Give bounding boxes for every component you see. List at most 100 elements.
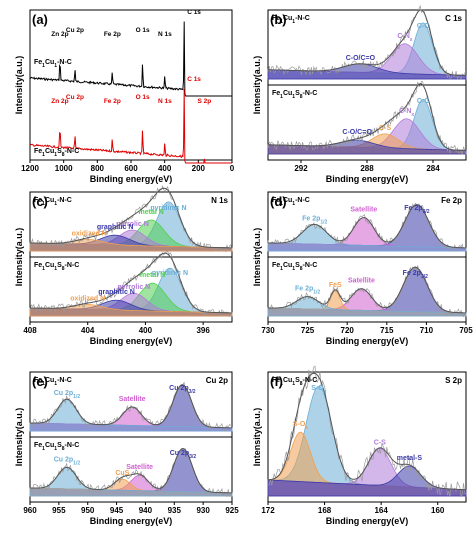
component-label-c: graphitic N <box>98 289 135 296</box>
x-axis-label-f: Binding energy(eV) <box>326 516 409 526</box>
survey-spectrum-1 <box>29 89 232 164</box>
survey-peak-label: O 1s <box>136 94 150 101</box>
x-tick-label-e: 960 <box>23 506 37 515</box>
x-tick-label-f: 168 <box>318 506 332 515</box>
component-label-b: C-Nx <box>399 108 414 118</box>
sample-label-d-0: Fe1Cu1-N-C <box>272 197 310 207</box>
x-tick-label-e: 935 <box>168 506 182 515</box>
sample-label-b-0: Fe1Cu1-N-C <box>272 15 310 25</box>
component-label-f: S-Ox <box>311 385 326 395</box>
component-label-c: metal N <box>139 209 164 216</box>
component-label-d: FeS <box>329 282 342 289</box>
component-label-c: pyrrolic N <box>116 221 149 228</box>
fit-envelope-e <box>29 384 233 429</box>
component-label-d: Fe 2p3/2 <box>404 205 429 215</box>
x-tick-label-e: 950 <box>81 506 95 515</box>
survey-peak-label: Fe 2p <box>104 98 121 105</box>
sample-label-b-1: Fe1Cu1S8-N-C <box>272 90 317 100</box>
x-axis-label-b: Binding energy(eV) <box>326 174 409 184</box>
component-label-b: C-C <box>417 23 429 30</box>
x-tick-label-a: 1200 <box>21 164 39 173</box>
fit-envelope-c <box>29 187 233 249</box>
x-tick-label-b: 284 <box>426 164 440 173</box>
x-tick-label-d: 710 <box>420 326 434 335</box>
x-tick-label-a: 0 <box>230 164 235 173</box>
component-label-c: pyridinic N <box>152 270 188 277</box>
panel-label-d: (d) <box>270 194 287 209</box>
component-label-d: Satellite <box>348 278 375 285</box>
component-label-e: Satellite <box>119 396 146 403</box>
x-tick-label-f: 164 <box>374 506 388 515</box>
component-label-d: Fe 2p1/2 <box>302 215 327 225</box>
component-label-c: pyridinic N <box>150 205 186 212</box>
component-label-e: CuS <box>115 470 129 477</box>
survey-spectrum-0 <box>29 21 232 97</box>
panel-a: (a) 1200 1000 800 600 400 200 0 Binding energy(e… <box>14 9 235 184</box>
core-level-label-e: Cu 2p <box>206 376 228 385</box>
x-tick-label-e: 925 <box>225 506 239 515</box>
component-label-b: C-Nx <box>397 33 412 43</box>
y-axis-label-c: Intensity(a.u.) <box>14 228 24 287</box>
x-tick-label-e: 930 <box>196 506 210 515</box>
x-tick-label-c: 396 <box>196 326 210 335</box>
x-tick-label-a: 600 <box>124 164 138 173</box>
component-label-d: Satellite <box>350 207 377 214</box>
component-label-b: C-O/C=O <box>342 129 372 136</box>
component-label-e: Satellite <box>126 464 153 471</box>
component-label-c: pyrrolic N <box>118 284 151 291</box>
survey-peak-label: S 2p <box>198 98 212 105</box>
component-label-e: Cu 2p3/2 <box>169 385 196 395</box>
component-label-e: Cu 2p3/2 <box>170 450 197 460</box>
panel-c: (c) 408 404 400 396 Binding energy(eV) Intensi… <box>14 185 233 346</box>
x-axis-label-c: Binding energy(eV) <box>90 336 173 346</box>
y-axis-label-f: Intensity(a.u.) <box>252 408 262 467</box>
panel-label-f: (f) <box>270 374 283 389</box>
y-axis-label-a: Intensity(a.u.) <box>14 56 24 115</box>
fit-envelope-f <box>267 372 467 491</box>
sample-label-d-1: Fe1Cu1S8-N-C <box>272 262 317 272</box>
y-axis-label-b: Intensity(a.u.) <box>252 56 262 115</box>
panel-label-e: (e) <box>32 374 48 389</box>
component-label-c: oxidized N <box>72 230 107 237</box>
x-tick-label-a: 200 <box>192 164 206 173</box>
sample-label-a-0: Fe1Cu1-N-C <box>34 59 72 69</box>
x-tick-label-f: 172 <box>261 506 275 515</box>
core-level-label-f: S 2p <box>445 376 462 385</box>
panel-f: (f) 172 168 164 160 Binding energy(eV) Intensi… <box>252 365 467 526</box>
x-tick-label-e: 955 <box>52 506 66 515</box>
survey-peak-label: Cu 2p <box>66 27 84 34</box>
sample-label-c-1: Fe1Cu1S8-N-C <box>34 262 79 272</box>
x-tick-label-a: 800 <box>91 164 105 173</box>
component-label-d: Fe 2p3/2 <box>403 270 428 280</box>
component-label-b: C-S <box>379 125 391 132</box>
survey-peak-label: C 1s <box>187 9 201 16</box>
survey-peak-label: Cu 2p <box>66 94 84 101</box>
core-level-label-b: C 1s <box>445 14 462 23</box>
x-axis-label-a: Binding energy(eV) <box>90 174 173 184</box>
x-tick-label-a: 1000 <box>55 164 73 173</box>
survey-peak-label: Zn 2p <box>51 98 68 105</box>
raw-spectrum-f <box>267 365 467 498</box>
survey-peak-label: Fe 2p <box>104 31 121 38</box>
core-level-label-d: Fe 2p <box>441 196 462 205</box>
fit-envelope-d <box>267 204 467 249</box>
x-tick-label-c: 404 <box>81 326 95 335</box>
x-tick-label-e: 940 <box>139 506 153 515</box>
x-tick-label-e: 945 <box>110 506 124 515</box>
survey-peak-label: O 1s <box>136 27 150 34</box>
survey-peak-label: N 1s <box>158 98 172 105</box>
sample-label-e-0: Fe1Cu1-N-C <box>34 377 72 387</box>
x-tick-label-d: 725 <box>301 326 315 335</box>
fit-envelope-b <box>267 83 467 151</box>
survey-peak-label: N 1s <box>158 31 172 38</box>
x-tick-label-c: 408 <box>23 326 37 335</box>
survey-peak-label: Zn 2p <box>51 31 68 38</box>
component-label-b: C-C <box>417 98 429 105</box>
core-level-label-c: N 1s <box>211 196 228 205</box>
panel-label-b: (b) <box>270 12 287 27</box>
x-tick-label-d: 705 <box>459 326 473 335</box>
sample-label-c-0: Fe1Cu1-N-C <box>34 197 72 207</box>
x-tick-label-d: 715 <box>380 326 394 335</box>
component-label-c: graphitic N <box>97 224 134 231</box>
